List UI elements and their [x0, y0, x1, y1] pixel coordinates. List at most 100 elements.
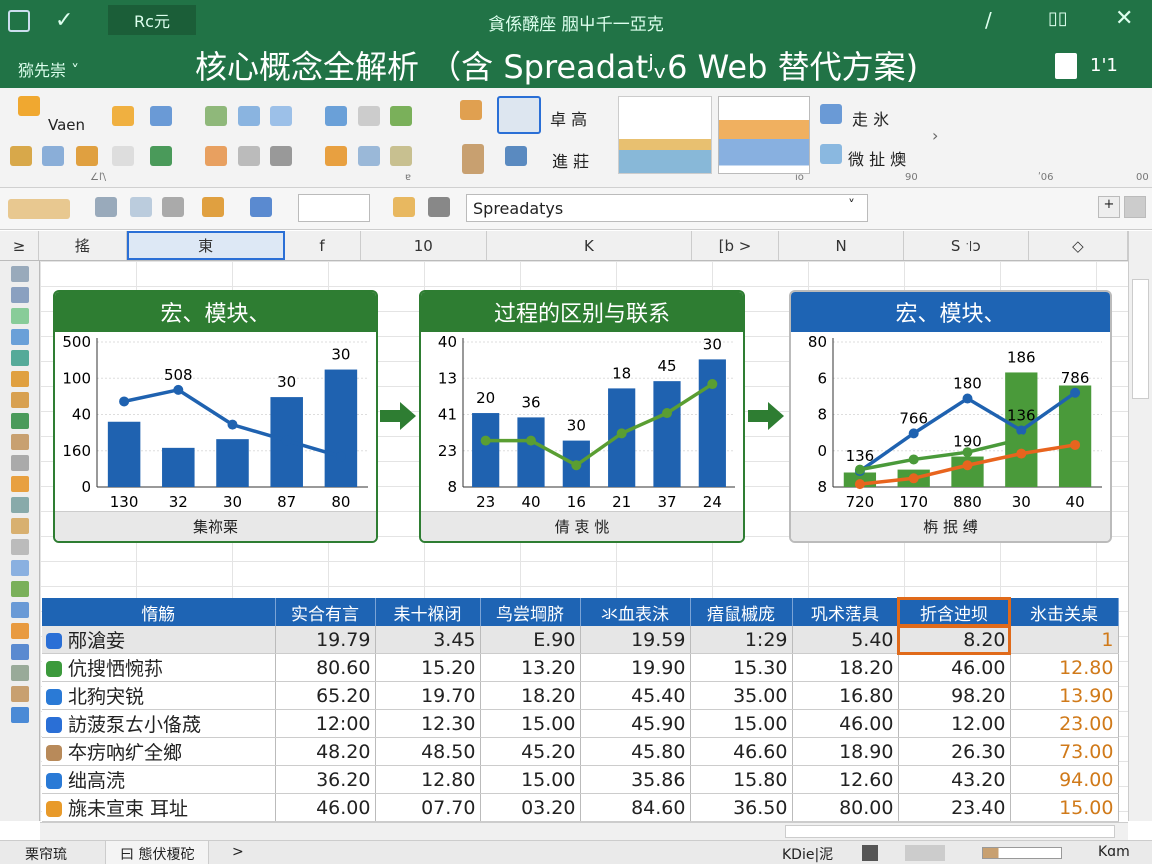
name-cell[interactable]: 訪菠泵ㄊ小俻荿: [42, 709, 276, 738]
note-icon[interactable]: [112, 146, 134, 166]
value-cell[interactable]: 12.80: [1010, 653, 1119, 682]
column-header[interactable]: N: [779, 231, 904, 260]
value-cell[interactable]: 15.00: [480, 765, 581, 794]
value-cell[interactable]: 12.00: [898, 709, 1011, 738]
frame-icon[interactable]: [238, 146, 260, 166]
group-launcher[interactable]: 00: [1136, 172, 1149, 183]
row-icon[interactable]: [11, 686, 29, 702]
select-all[interactable]: ≥: [0, 231, 39, 260]
group-launcher[interactable]: 90: [905, 172, 918, 183]
value-cell[interactable]: 80.00: [792, 793, 899, 822]
value-cell[interactable]: 12:00: [275, 709, 376, 738]
value-cell[interactable]: 35.00: [690, 681, 793, 710]
value-cell[interactable]: 5.40: [792, 626, 899, 654]
value-cell[interactable]: 26.30: [898, 737, 1011, 766]
column-header[interactable]: 氺血表沬: [580, 598, 691, 626]
comment-icon[interactable]: [112, 106, 134, 126]
paste-icon[interactable]: [18, 96, 40, 116]
value-cell[interactable]: 12.60: [792, 765, 899, 794]
column-header[interactable]: 耒十褓闭: [375, 598, 481, 626]
value-cell[interactable]: 15.30: [690, 653, 793, 682]
row-icon[interactable]: [11, 266, 29, 282]
area-chart-icon[interactable]: [390, 106, 412, 126]
chart-style-thumbnail-2[interactable]: [718, 96, 810, 174]
calendar-icon[interactable]: [505, 146, 527, 166]
name-box-icon[interactable]: [8, 199, 70, 219]
chart-card[interactable]: 宏、模块、 80 6 8 0 8 720 170 880 30 40 136 766 180 190 136…: [789, 290, 1112, 543]
column-header[interactable]: 实合有言: [275, 598, 376, 626]
column-header[interactable]: [b >: [692, 231, 780, 260]
chevron-down-icon[interactable]: ˅: [848, 198, 855, 214]
name-cell[interactable]: 绌高涜: [42, 765, 276, 794]
chart-element-icon[interactable]: [820, 104, 842, 124]
ribbon-label[interactable]: 進 莊: [552, 152, 590, 171]
close-button[interactable]: ✕: [1115, 6, 1134, 31]
scroll-thumb[interactable]: [785, 825, 1115, 838]
column-header[interactable]: K: [487, 231, 692, 260]
save-check-icon[interactable]: ✓: [55, 8, 74, 33]
chart-card[interactable]: 过程的区别与联系 40 13 41 23 8 23 40 16 21 37 24 20 36 30 18 45…: [419, 290, 745, 543]
row-icon[interactable]: [11, 623, 29, 639]
chart-icon[interactable]: [325, 106, 347, 126]
value-cell[interactable]: 36.20: [275, 765, 376, 794]
value-cell[interactable]: 18.90: [792, 737, 899, 766]
lock-icon[interactable]: [270, 106, 292, 126]
row-icon[interactable]: [11, 434, 29, 450]
chart-type-icon[interactable]: [202, 197, 224, 217]
value-cell[interactable]: 98.20: [898, 681, 1011, 710]
column-header[interactable]: 氷击关桌: [1010, 598, 1119, 626]
value-cell[interactable]: 19.79: [275, 626, 376, 654]
vertical-scrollbar[interactable]: [1128, 231, 1152, 821]
value-cell[interactable]: 45.90: [580, 709, 691, 738]
format-icon[interactable]: [150, 106, 172, 126]
refresh-icon[interactable]: [150, 146, 172, 166]
value-cell[interactable]: 15.20: [375, 653, 481, 682]
view-mode[interactable]: KDie|泥: [782, 847, 834, 863]
group-launcher[interactable]: ∠ľ\: [90, 172, 107, 183]
value-cell[interactable]: 15.80: [690, 765, 793, 794]
group-launcher[interactable]: ʹ06: [1038, 172, 1054, 183]
name-cell[interactable]: 夲疠吶纩全鄉: [42, 737, 276, 766]
group-launcher[interactable]: ıo: [795, 172, 804, 183]
scroll-thumb[interactable]: [1132, 279, 1149, 399]
value-cell[interactable]: 19.59: [580, 626, 691, 654]
insert-chart-icon[interactable]: [250, 197, 272, 217]
expand-button[interactable]: +: [1098, 196, 1120, 218]
value-cell[interactable]: 03.20: [480, 793, 581, 822]
value-cell[interactable]: 13.20: [480, 653, 581, 682]
function-box[interactable]: [298, 194, 370, 222]
table-row[interactable]: 邴滄妾 19.79 3.45 E.90 19.59 1:29 5.40 8.20 1: [42, 625, 1119, 655]
row-icon[interactable]: [11, 329, 29, 345]
row-icon[interactable]: [11, 518, 29, 534]
cut-icon[interactable]: [10, 146, 32, 166]
normal-view-icon[interactable]: [862, 845, 878, 861]
pen-icon[interactable]: [95, 197, 117, 217]
name-cell[interactable]: 旐未宣束 耳址: [42, 793, 276, 822]
shape-icon[interactable]: [205, 146, 227, 166]
value-cell[interactable]: 46.00: [792, 709, 899, 738]
row-icon[interactable]: [11, 476, 29, 492]
column-header-selected[interactable]: 東: [126, 231, 285, 260]
row-icon[interactable]: [11, 497, 29, 513]
function-icon[interactable]: [393, 197, 415, 217]
zoom-level[interactable]: Kɑm: [1098, 844, 1130, 860]
ribbon-label[interactable]: 微 扯 燠: [848, 150, 907, 169]
value-cell[interactable]: 35.86: [580, 765, 691, 794]
row-icon[interactable]: [11, 560, 29, 576]
row-icon[interactable]: [11, 455, 29, 471]
column-header[interactable]: 惰觞: [42, 598, 276, 626]
value-cell[interactable]: 19.90: [580, 653, 691, 682]
row-icon[interactable]: [11, 707, 29, 723]
row-icon[interactable]: [11, 308, 29, 324]
sheet-tab-active[interactable]: 曰 態伏榎砣: [105, 841, 210, 864]
row-icon[interactable]: [11, 287, 29, 303]
value-cell[interactable]: 19.70: [375, 681, 481, 710]
column-header[interactable]: 巩术萿具: [792, 598, 899, 626]
value-cell[interactable]: 48.20: [275, 737, 376, 766]
filter-icon[interactable]: [820, 144, 842, 164]
table-icon[interactable]: [205, 106, 227, 126]
row-icon[interactable]: [11, 581, 29, 597]
value-cell[interactable]: 18.20: [480, 681, 581, 710]
column-header[interactable]: ◇: [1029, 231, 1129, 260]
zoom-slider[interactable]: [982, 847, 1062, 859]
